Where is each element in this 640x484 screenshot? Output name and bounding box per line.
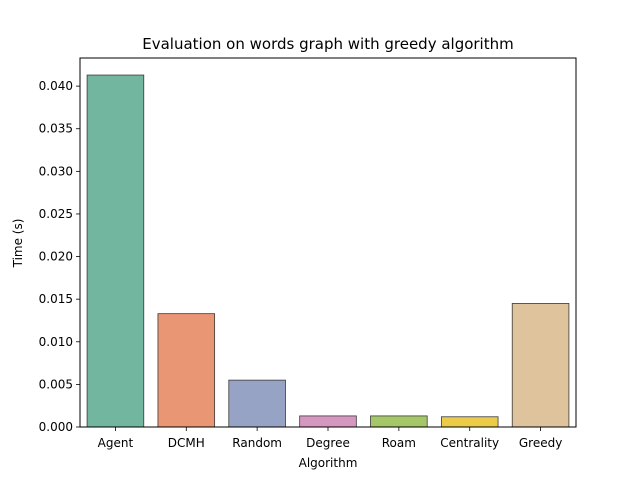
y-tick-label: 0.000 bbox=[39, 420, 73, 434]
x-tick-label: Centrality bbox=[440, 436, 499, 450]
y-tick-label: 0.025 bbox=[39, 207, 73, 221]
bar-random bbox=[228, 379, 286, 428]
x-tick-label: Greedy bbox=[519, 436, 562, 450]
x-tick-label: Roam bbox=[382, 436, 416, 450]
y-tick-label: 0.030 bbox=[39, 164, 73, 178]
y-tick-label: 0.010 bbox=[39, 335, 73, 349]
x-tick-label: Degree bbox=[306, 436, 350, 450]
bar-agent bbox=[86, 74, 145, 428]
y-tick-label: 0.020 bbox=[39, 250, 73, 264]
x-axis-label: Algorithm bbox=[299, 456, 358, 470]
bar-greedy bbox=[511, 303, 570, 428]
y-tick-label: 0.035 bbox=[39, 122, 73, 136]
plot-frame bbox=[79, 57, 577, 428]
y-tick-label: 0.040 bbox=[39, 79, 73, 93]
bars-group bbox=[86, 74, 570, 428]
bar-dcmh bbox=[157, 313, 216, 428]
y-tick-label: 0.015 bbox=[39, 292, 73, 306]
y-ticks-group: 0.000 0.005 0.010 0.015 0.020 0.025 0.030 0.035… bbox=[39, 79, 80, 434]
bar-centrality bbox=[440, 416, 499, 428]
y-axis-label: Time (s) bbox=[11, 219, 25, 269]
x-tick-label: Agent bbox=[98, 436, 134, 450]
bar-degree bbox=[299, 415, 357, 428]
bar-roam bbox=[370, 415, 428, 428]
chart-title: Evaluation on words graph with greedy al… bbox=[142, 35, 513, 53]
x-ticks-group: Agent DCMH Random Degree Roam Centrality Greed… bbox=[98, 427, 562, 450]
y-tick-label: 0.005 bbox=[39, 377, 73, 391]
x-tick-label: DCMH bbox=[168, 436, 205, 450]
x-tick-label: Random bbox=[232, 436, 282, 450]
